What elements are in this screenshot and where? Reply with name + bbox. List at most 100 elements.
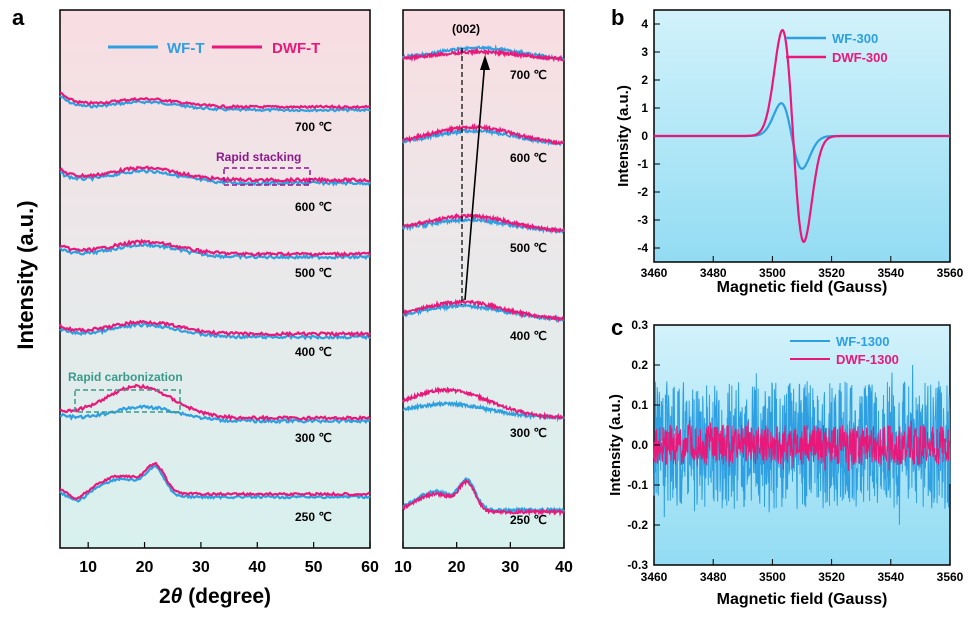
rapid-stacking-box — [223, 167, 311, 186]
panel-c-xlabel: Magnetic field (Gauss) — [717, 591, 888, 608]
c-ytick-label--0.1: -0.1 — [627, 478, 648, 492]
b-xtick-label-3560: 3560 — [937, 266, 964, 280]
b-ytick-label--1: -1 — [637, 157, 648, 171]
c-ytick-label-0.2: 0.2 — [631, 358, 648, 372]
right-xtick-label-10: 10 — [394, 559, 412, 576]
panel-b-curves — [654, 29, 950, 243]
xrd-zoom-curve-dwf-3 — [402, 298, 565, 324]
panel-b-ylabel: Intensity (a.u.) — [615, 85, 632, 187]
xrd-zoom-curve-dwf-2 — [402, 212, 565, 234]
right-temp-250: 250 ℃ — [510, 513, 547, 527]
xrd-curve-wf-1 — [59, 167, 371, 187]
xrd-curve-wf-5 — [59, 464, 371, 503]
temp-label-300: 300 ℃ — [295, 431, 332, 445]
b-xtick-label-3480: 3480 — [700, 266, 727, 280]
legend-label-dwf-300: DWF-300 — [832, 50, 888, 65]
legend-label-wf-1300: WF-1300 — [836, 334, 889, 349]
b-ytick-label--3: -3 — [637, 213, 648, 227]
right-xtick-label-40: 40 — [555, 559, 573, 576]
left-xtick-label-30: 30 — [192, 559, 210, 576]
peak-shift-arrowhead — [480, 55, 490, 70]
xrd-zoom-curve-dwf-4 — [402, 386, 565, 421]
epr-curve-dwf-300 — [654, 29, 950, 243]
xrd-curve-wf-3 — [59, 322, 371, 341]
panel-a-right-xticks: 10 20 30 40 — [394, 542, 573, 576]
xrd-zoom-curve-dwf-1 — [402, 122, 565, 146]
legend-label-wf-t: WF-T — [167, 40, 204, 57]
peak-label-002: (002) — [452, 22, 480, 36]
legend-label-dwf-1300: DWF-1300 — [836, 352, 899, 367]
right-xtick-label-30: 30 — [501, 559, 519, 576]
c-xtick-label-3540: 3540 — [877, 570, 904, 584]
c-xtick-label-3520: 3520 — [818, 570, 845, 584]
b-xtick-label-3540: 3540 — [877, 266, 904, 280]
b-ytick-label-3: 3 — [641, 45, 648, 59]
xrd-curve-dwf-2 — [59, 238, 371, 258]
temp-label-400: 400 ℃ — [295, 345, 332, 359]
panel-a-left: 10 20 30 40 50 60 WF-T DWF-T 700 ℃ 600 ℃ 500 … — [58, 9, 379, 576]
b-xtick-label-3520: 3520 — [818, 266, 845, 280]
c-xtick-label-3460: 3460 — [641, 570, 668, 584]
rapid-stacking-label: Rapid stacking — [216, 150, 301, 164]
left-xtick-label-60: 60 — [361, 559, 379, 576]
c-xtick-label-3560: 3560 — [937, 570, 964, 584]
right-temp-600: 600 ℃ — [510, 151, 547, 165]
left-xtick-label-50: 50 — [305, 559, 323, 576]
panel-letter-c: c — [611, 315, 623, 340]
panel-c-curves — [653, 364, 951, 525]
panel-a-right: 10 20 30 40 (002) 700 ℃ 600 ℃ 500 ℃ 400 ℃ 3… — [394, 9, 573, 576]
panel-b-ticks: 3460 3480 3500 3520 3540 3560 -4 -3 -2 -1 0 1 2 3 4 — [637, 17, 963, 280]
right-temp-500: 500 ℃ — [510, 241, 547, 255]
epr-noise-dwf-1300 — [653, 420, 951, 472]
panel-b: 3460 3480 3500 3520 3540 3560 -4 -3 -2 -1 0 1 2 3 4 WF… — [615, 9, 964, 296]
b-xtick-label-3500: 3500 — [759, 266, 786, 280]
xrd-curve-wf-0 — [59, 94, 371, 113]
temp-label-700: 700 ℃ — [295, 120, 332, 134]
temp-label-250: 250 ℃ — [295, 510, 332, 524]
xrd-zoom-curve-dwf-0 — [402, 47, 565, 63]
c-xtick-label-3480: 3480 — [700, 570, 727, 584]
b-ytick-label-2: 2 — [641, 73, 648, 87]
b-ytick-label--2: -2 — [637, 185, 648, 199]
panel-letter-b: b — [611, 5, 624, 30]
rapid-carbonization-box — [74, 389, 181, 413]
c-ytick-label-0.3: 0.3 — [631, 318, 648, 332]
panel-b-xlabel: Magnetic field (Gauss) — [717, 279, 888, 296]
panel-c-ylabel: Intensity (a.u.) — [607, 394, 624, 496]
xlabel-prefix: 2 — [159, 585, 171, 608]
left-xtick-label-10: 10 — [79, 559, 97, 576]
panel-a-right-frame — [402, 9, 565, 549]
panel-a-xlabel: 2θ (degree) — [159, 585, 271, 608]
xrd-curve-dwf-5 — [59, 461, 371, 500]
right-temp-300: 300 ℃ — [510, 426, 547, 440]
c-ytick-label-0.1: 0.1 — [631, 398, 648, 412]
right-temp-400: 400 ℃ — [510, 329, 547, 343]
panel-c-ticks: 3460 3480 3500 3520 3540 3560 -0.3 -0.2 -0.1 0.0 0… — [627, 318, 963, 584]
b-ytick-label-4: 4 — [641, 17, 648, 31]
xrd-zoom-curve-dwf-5 — [402, 478, 565, 517]
panel-a-right-curves — [402, 44, 565, 517]
xrd-curve-dwf-3 — [58, 319, 371, 338]
left-xtick-label-20: 20 — [136, 559, 154, 576]
b-ytick-label--4: -4 — [637, 241, 648, 255]
c-ytick-label-0.0: 0.0 — [631, 438, 648, 452]
temp-label-500: 500 ℃ — [295, 266, 332, 280]
xrd-curve-dwf-1 — [59, 165, 371, 184]
c-xtick-label-3500: 3500 — [759, 570, 786, 584]
c-ytick-label--0.2: -0.2 — [627, 518, 648, 532]
panel-a-ylabel: Intensity (a.u.) — [13, 200, 38, 349]
panel-c: 3460 3480 3500 3520 3540 3560 -0.3 -0.2 -0.1 0.0 0… — [607, 318, 964, 608]
b-ytick-label-1: 1 — [641, 101, 648, 115]
left-xtick-label-40: 40 — [248, 559, 266, 576]
panel-a-left-xticks: 10 20 30 40 50 60 — [79, 542, 379, 576]
xrd-curve-wf-2 — [59, 242, 371, 261]
legend-label-dwf-t: DWF-T — [272, 40, 320, 57]
right-xtick-label-20: 20 — [448, 559, 466, 576]
xlabel-suffix: (degree) — [182, 585, 271, 608]
xlabel-theta: θ — [171, 585, 183, 608]
legend-label-wf-300: WF-300 — [832, 31, 878, 46]
right-temp-700: 700 ℃ — [510, 68, 547, 82]
xrd-curve-dwf-0 — [59, 91, 371, 110]
panel-letter-a: a — [12, 5, 25, 30]
